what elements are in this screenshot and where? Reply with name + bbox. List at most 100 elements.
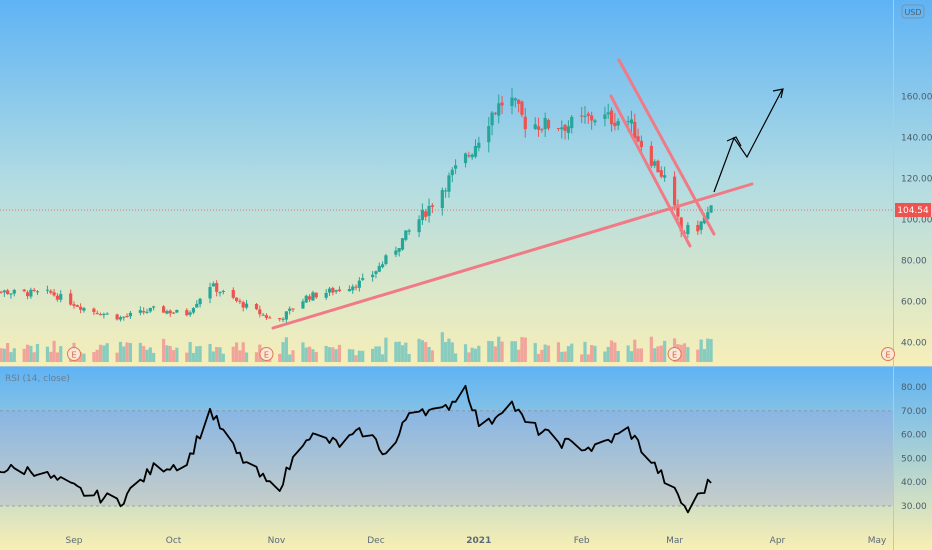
time-axis-label: Feb: [574, 536, 590, 546]
candle-body: [672, 176, 677, 206]
candle-body: [560, 127, 564, 130]
price-axis[interactable]: 160.00 140.00 120.00 100.00 80.00 60.00 40.00: [901, 92, 932, 348]
volume-bar: [636, 348, 640, 362]
time-axis-label: Apr: [770, 536, 786, 546]
candle-body: [98, 314, 103, 316]
volume-bar: [374, 346, 378, 362]
volume-bar: [198, 345, 202, 362]
candle-body: [9, 293, 13, 295]
candle-body: [244, 303, 249, 308]
volume-bar: [639, 348, 644, 362]
earnings-marker-label: E: [264, 351, 269, 360]
channel-upper-line[interactable]: [617, 58, 716, 236]
candle-body: [304, 295, 308, 303]
candle-body: [307, 296, 312, 300]
volume-bar: [307, 346, 312, 362]
rsi-tick-label: 50.00: [901, 454, 927, 464]
volume-bar: [45, 346, 50, 362]
candle-body: [540, 129, 544, 131]
candle-body: [556, 127, 561, 129]
volume-bar: [463, 344, 468, 362]
volume-bar: [603, 351, 607, 362]
arrowhead-mid: [726, 136, 742, 147]
volume-bar: [6, 343, 10, 362]
candle-body: [334, 290, 338, 292]
candle-body: [268, 317, 272, 319]
volume-bar: [79, 352, 83, 362]
ascending-trendline[interactable]: [271, 182, 754, 330]
channel-lower-line[interactable]: [609, 94, 692, 248]
candle-body: [357, 280, 361, 288]
volume-bar: [493, 346, 498, 362]
candle-body: [185, 310, 189, 316]
candle-body: [477, 142, 481, 148]
candle-body: [400, 238, 405, 250]
candle-body: [371, 274, 375, 278]
volume-bar: [384, 337, 388, 362]
volume-bar: [208, 343, 212, 362]
candle-body: [288, 308, 292, 311]
volume-bar: [168, 346, 172, 362]
earnings-marker[interactable]: [67, 347, 81, 361]
time-axis[interactable]: Sep Oct Nov Dec 2021 Feb Mar Apr May: [66, 536, 887, 546]
volume-bar: [238, 350, 242, 362]
volume-bar: [663, 340, 667, 362]
volume-bar: [171, 350, 176, 362]
rsi-line: [0, 384, 712, 514]
candle-body: [397, 248, 401, 252]
earnings-marker[interactable]: [667, 347, 682, 361]
arrowhead-end: [772, 88, 784, 99]
candle-body: [92, 308, 96, 313]
earnings-marker[interactable]: [259, 347, 274, 361]
volume-bar: [128, 343, 133, 362]
candle-body: [195, 303, 199, 308]
candle-body: [161, 306, 166, 313]
candle-body: [175, 309, 179, 313]
rsi-axis[interactable]: 80.00 70.00 60.00 50.00 40.00 30.00: [901, 383, 927, 512]
last-price-badge: 104.54: [895, 203, 931, 217]
candle-body: [314, 292, 318, 298]
volume-bar: [709, 339, 713, 362]
volume-bar: [397, 341, 401, 362]
volume-bar: [185, 352, 189, 362]
candle-body: [487, 126, 491, 143]
volume-bar: [59, 346, 63, 362]
volume-bar: [570, 343, 574, 362]
candle-body: [171, 312, 176, 314]
candle-body: [105, 313, 109, 315]
volume-bar: [470, 347, 474, 362]
candle-body: [59, 294, 63, 300]
volume-bar: [649, 336, 653, 362]
candle-body: [420, 209, 425, 221]
projection-arrow[interactable]: [713, 89, 783, 193]
candle-body: [211, 283, 215, 287]
volume-bar: [523, 337, 527, 362]
candle-body: [115, 314, 119, 320]
volume-bar: [254, 352, 259, 362]
rsi-tick-label: 40.00: [901, 478, 927, 488]
earnings-marker[interactable]: [881, 347, 895, 361]
volume-bar: [633, 339, 637, 362]
candle-body: [168, 310, 172, 314]
volume-bar: [696, 349, 700, 362]
candle-body: [440, 190, 444, 208]
candle-body: [467, 155, 471, 157]
candle-body: [676, 204, 680, 217]
volume-bar: [706, 338, 710, 362]
candle-body: [696, 224, 700, 232]
candle-body: [145, 311, 149, 313]
candle-body: [493, 112, 498, 114]
volume-bar: [583, 341, 587, 362]
volume-bar: [590, 345, 594, 362]
rsi-legend[interactable]: RSI (14, close): [5, 374, 70, 384]
candle-body: [122, 316, 126, 318]
candle-body: [586, 113, 590, 116]
candle-body: [311, 292, 315, 301]
candle-body: [520, 101, 524, 115]
volume-bar: [95, 349, 99, 362]
currency-badge[interactable]: USD: [901, 4, 925, 19]
volume-bar: [161, 338, 166, 362]
volume-bar: [357, 350, 361, 362]
earnings-markers[interactable]: EEEEE: [0, 347, 895, 361]
